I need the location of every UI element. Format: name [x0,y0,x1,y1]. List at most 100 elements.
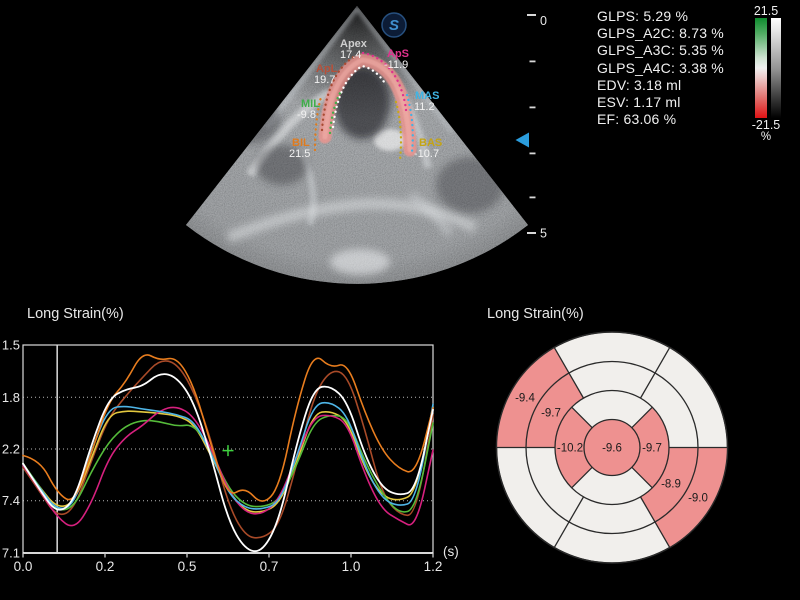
depth-label-top: 0 [540,14,547,28]
gray-gradient-bar [771,18,781,118]
bullseye-value-label: -9.7 [642,443,662,455]
bullseye-division-line [631,466,653,489]
series-curve-apex [22,373,434,553]
measurement-line: EDV: 3.18 ml [597,76,682,93]
segment-name-label: ApS [387,48,409,60]
contour-dots-mas [405,93,414,154]
y-tick-label: 1.8 [2,390,20,405]
x-tick-label: 0.2 [96,559,115,574]
segment-value-label: -9.8 [297,109,316,121]
measurement-line: GLPS_A3C: 5.35 % [597,42,724,59]
measurement-line: GLPS_A2C: 8.73 % [597,25,724,42]
contour-dots-bas [394,100,403,162]
depth-tick [529,196,536,199]
x-axis-unit-label: (s) [443,544,459,559]
x-tick-label: 1.2 [424,559,443,574]
contour-dots-mil [328,89,343,135]
vendor-logo [381,12,407,38]
dark-region-upper-left [220,96,280,144]
y-tick-label: 7.4 [2,493,20,508]
lv-cavity-dark [334,67,390,139]
bullseye-division-line [639,496,656,523]
tracking-contour-dots [313,51,414,162]
strain-curves-chart: 1.5 1.8 2.2 7.4 7.10.0 0.2 0.5 0.7 1.0 1.2(s) [2,338,459,575]
segment-name-label: BAS [419,137,442,149]
depth-tick [529,152,536,155]
segment-value-label: 11.2 [414,101,435,113]
fan-edge-right [355,6,454,134]
segment-name-label: MAS [415,90,439,102]
strain-chart-title: Long Strain(%) [27,306,124,322]
measurement-line: ESV: 1.17 ml [597,94,681,111]
depth-tick [529,106,536,109]
bullseye-value-label: -8.9 [661,479,681,491]
bullseye-segment-filled [655,447,728,548]
segment-value-label: 17.4 [340,49,361,61]
segment-name-label: BIL [292,137,310,149]
segment-value-label: 19.7 [314,74,335,86]
bullseye-value-label: -9.0 [688,493,708,505]
bullseye-segment-filled [640,447,698,522]
segment-name-label: Apex [340,38,368,50]
bullseye-division-line [571,466,593,489]
posterior-bright-blob [330,249,390,275]
depth-ruler: 0 5 [515,14,547,241]
depth-ticks [527,14,536,234]
bullseye-division-line [571,406,593,429]
bullseye-value-label: -9.6 [602,443,622,455]
series-curve-bil [22,354,434,502]
bullseye-division-line [568,372,585,399]
dark-region-right [436,157,504,213]
bullseye-value-label: -9.7 [541,408,561,420]
measurement-line: GLPS: 5.29 % [597,8,689,24]
fan-edge-left [264,6,359,130]
depth-label-bottom: 5 [540,227,547,241]
valve-echo [374,129,406,151]
bullseye-division-line [631,406,653,429]
segment-name-label: ApL [316,63,338,75]
colorbar-unit-label: % [760,131,772,143]
x-tick-label: 1.0 [342,559,361,574]
depth-tick-major [527,14,536,16]
right-bright-streak [407,191,454,238]
bullseye-division-line [553,521,570,548]
x-tick-label: 0.0 [14,559,33,574]
vendor-logo-letter: S [389,17,399,34]
focus-marker-icon[interactable] [515,132,530,148]
strain-tracking-band-highlight [322,57,413,153]
series-curve-apl [22,360,434,539]
basal-bright-band [225,198,478,244]
bullseye-title: Long Strain(%) [487,306,584,322]
bullseye-ring-outline [583,418,641,477]
bullseye-segment-filled [496,347,569,448]
strain-bullseye: -9.6 -9.7 -10.2 -9.7 -8.9 -9.4 -9.0 [495,331,729,564]
series-curve-bas [22,406,434,513]
y-tick-label: 1.5 [2,338,20,353]
colorbar-max-label: 21.5 [753,4,779,18]
bullseye-value-label: -9.4 [515,393,535,405]
segment-value-label: -10.7 [414,148,439,160]
contour-dots-aps [361,51,408,112]
contour-dots-apl [320,53,359,132]
bullseye-value-label: -10.2 [557,443,583,455]
y-tick-label: 2.2 [2,442,20,457]
bullseye-division-line [568,496,585,523]
bullseye-center-segment [584,419,640,476]
depth-tick-major [527,232,536,234]
measurements-panel: GLPS: 5.29 % GLPS_A2C: 8.73 % GLPS_A3C: 5.… [597,8,724,128]
dark-region-left [256,145,308,185]
y-tick-label: 7.1 [2,546,20,561]
measurement-line: GLPS_A4C: 3.38 % [597,59,724,76]
colorbar-min-label: -21.5 [751,118,781,132]
measurement-line: EF: 63.06 % [597,111,677,128]
bullseye-segment-filled [555,407,593,488]
contour-dots-apex [331,64,388,129]
strain-gradient-bar [755,18,767,118]
x-tick-label: 0.5 [178,559,197,574]
series-curve-mil [22,414,434,513]
segment-name-label: MIL [301,98,320,110]
segment-value-label: 21.5 [289,148,310,160]
